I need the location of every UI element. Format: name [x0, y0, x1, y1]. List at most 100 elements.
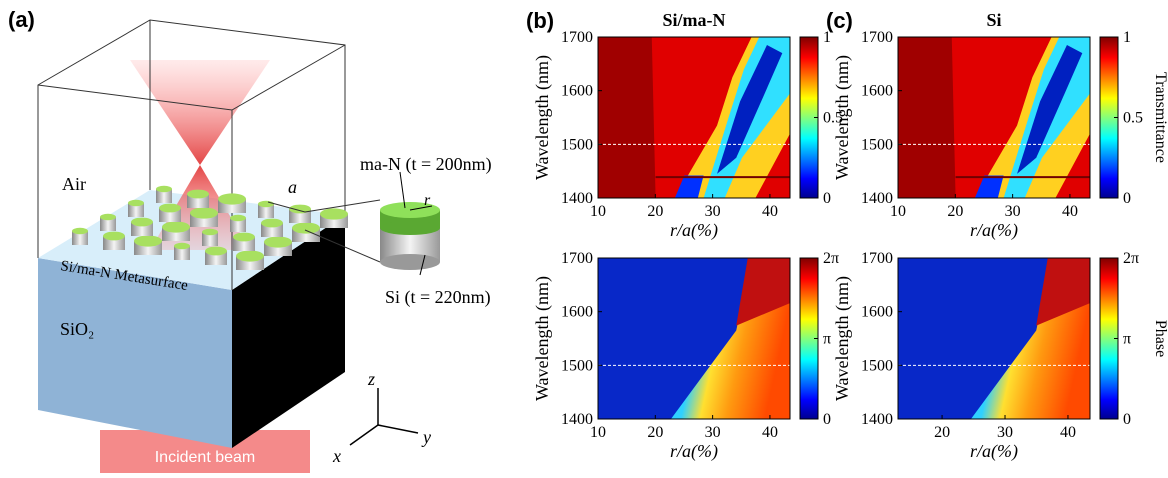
wireframe — [37, 19, 346, 290]
x-tick-label: 30 — [705, 203, 721, 220]
plot-frame — [897, 36, 1091, 199]
panel-label: (b) — [526, 8, 554, 33]
pillar-top — [205, 246, 227, 256]
colorbar-tick-label: 2π — [1123, 250, 1139, 267]
y-tick-label: 1600 — [861, 304, 893, 321]
pillar-body — [258, 204, 274, 218]
panel-title: Si — [986, 10, 1001, 30]
heatmap — [598, 258, 790, 419]
pillar-body — [100, 217, 116, 231]
y-tick-label: 1500 — [861, 136, 893, 153]
label: y — [421, 427, 431, 447]
label: a — [288, 177, 297, 197]
y-tick-label: 1500 — [561, 357, 593, 374]
y-axis-label: Wavelength (nm) — [532, 276, 553, 401]
x-tick-label: 40 — [1060, 424, 1076, 441]
label: Si (t = 220nm) — [385, 287, 491, 308]
label: SiO₂ — [60, 319, 94, 339]
pillar-top — [218, 193, 246, 205]
x-tick-label: 30 — [705, 424, 721, 441]
heatmap — [598, 37, 790, 198]
x-tick-label: 10 — [590, 203, 606, 220]
y-tick-label: 1500 — [861, 357, 893, 374]
x-tick-label: 20 — [947, 203, 963, 220]
pillar-top — [258, 200, 274, 208]
y-tick-label: 1400 — [561, 411, 593, 428]
y-axis-label: Wavelength (nm) — [532, 55, 553, 180]
heatmap-region — [974, 175, 1004, 198]
y-axis-label: Wavelength (nm) — [832, 276, 853, 401]
pillar-top — [156, 185, 172, 193]
label: ma-N (t = 200nm) — [360, 154, 492, 175]
y-tick-label: 1400 — [561, 190, 593, 207]
pillar-top — [264, 236, 292, 248]
pillar-top — [100, 213, 116, 221]
colorbar-tick-label: 0 — [1123, 190, 1131, 207]
pillar-body — [72, 231, 88, 245]
pillars — [72, 185, 348, 270]
y-tick-label: 1700 — [561, 250, 593, 267]
pillar-top — [289, 204, 311, 214]
label: z — [367, 369, 375, 389]
pillar-top — [128, 199, 144, 207]
panel-title: Si/ma-N — [663, 10, 726, 30]
pillar-body — [202, 232, 218, 246]
pillar-top — [320, 208, 348, 220]
heatmap — [898, 258, 1090, 419]
y-tick-label: 1400 — [861, 411, 893, 428]
pillar-body — [174, 246, 190, 260]
pillar-body — [156, 189, 172, 203]
heatmap-region — [736, 258, 790, 326]
plot-frame — [597, 257, 791, 420]
pillar-top — [134, 235, 162, 247]
heatmap-region — [674, 175, 704, 198]
colorbar-tick-label: 1 — [823, 29, 831, 46]
x-tick-label: 40 — [1062, 203, 1078, 220]
colorbar-tick-label: 2π — [823, 250, 839, 267]
label: x — [332, 446, 341, 466]
y-tick-label: 1500 — [561, 136, 593, 153]
pillar-top — [236, 250, 264, 262]
pillar-top — [103, 231, 125, 241]
colorbar-tick-label: 0 — [823, 190, 831, 207]
x-tick-label: 40 — [762, 203, 778, 220]
y-tick-label: 1700 — [861, 250, 893, 267]
colorbar-tick-label: 0.5 — [823, 110, 843, 127]
pillar-top — [187, 189, 209, 199]
y-tick-label: 1600 — [561, 83, 593, 100]
colorbar-tick-label: 0 — [823, 411, 831, 428]
pillar-top — [202, 228, 218, 236]
y-tick-label: 1400 — [861, 190, 893, 207]
pillar-top — [72, 227, 88, 235]
x-tick-label: 30 — [1005, 203, 1021, 220]
x-tick-label: 20 — [934, 424, 950, 441]
colorbar-tick-label: π — [1123, 331, 1131, 348]
pillar-body — [230, 218, 246, 232]
axes-triad — [349, 388, 419, 446]
label: Incident beam — [155, 449, 256, 466]
x-axis-label: r/a(%) — [670, 441, 718, 462]
y-axis-label: Wavelength (nm) — [832, 55, 853, 180]
substrate-side — [232, 215, 345, 448]
schematic: (a) Air SiO₂ Si/ma-N Metasurface a r ma-… — [8, 7, 492, 473]
y-tick-label: 1700 — [861, 29, 893, 46]
plot-frame — [597, 36, 791, 199]
panel-label: (c) — [826, 8, 853, 33]
pillar-top — [230, 214, 246, 222]
plot-frame — [897, 257, 1091, 420]
label: Air — [62, 174, 86, 194]
colorbar-tick-label: 0 — [1123, 411, 1131, 428]
colorbar-label: Transmittance — [1152, 72, 1168, 163]
panel-label: (a) — [8, 7, 35, 32]
x-tick-label: 20 — [647, 424, 663, 441]
x-tick-label: 10 — [890, 203, 906, 220]
pillar-top — [162, 221, 190, 233]
pillar-top — [174, 242, 190, 250]
y-tick-label: 1600 — [861, 83, 893, 100]
cone — [130, 60, 270, 165]
x-tick-label: 30 — [997, 424, 1013, 441]
x-tick-label: 10 — [590, 424, 606, 441]
pillar-top — [233, 232, 255, 242]
zoom-pillar — [380, 171, 440, 276]
